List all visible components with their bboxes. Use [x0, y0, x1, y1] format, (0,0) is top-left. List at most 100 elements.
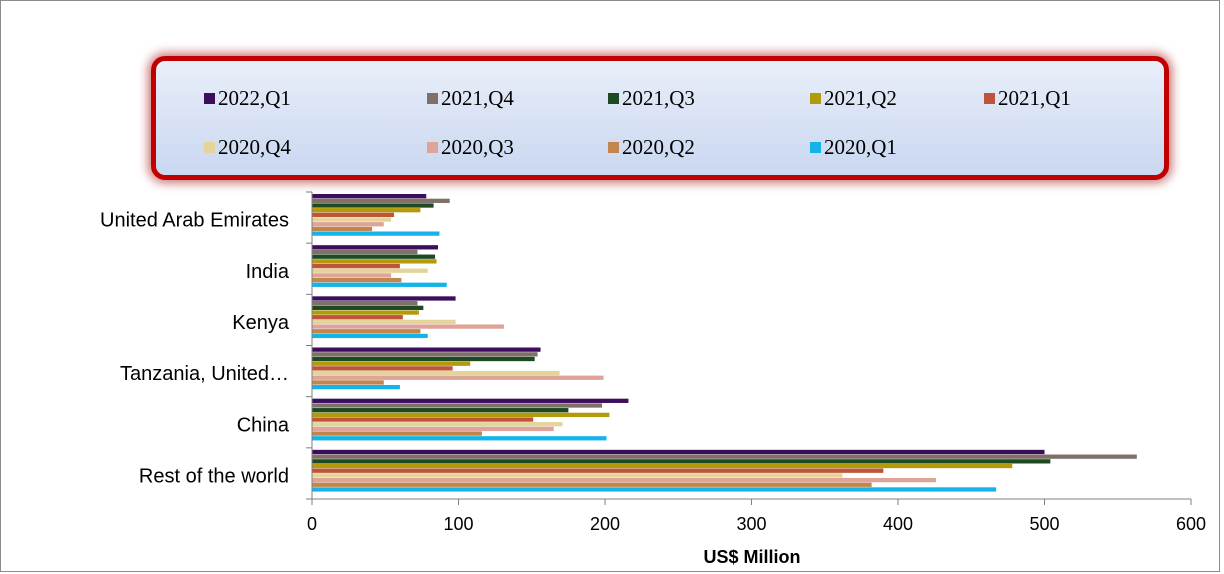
x-tick-label: 0 [307, 514, 317, 534]
bar-2021-q4 [312, 352, 538, 357]
bar-2020-q3 [312, 324, 504, 329]
legend-swatch [204, 141, 215, 153]
bar-2020-q2 [312, 277, 402, 283]
legend: 2022,Q1 2021,Q4 2021,Q3 2021,Q2 2021,Q1 2020,… [151, 56, 1169, 180]
bar-2021-q3 [312, 408, 569, 413]
bar-2020-q4 [312, 319, 456, 325]
bar-2021-q4 [312, 301, 418, 306]
bar-2021-q3 [312, 356, 535, 362]
x-tick-label: 300 [736, 514, 766, 534]
bar-2020-q2 [312, 431, 482, 436]
bar-2020-q3 [312, 273, 392, 278]
category-label: China [237, 414, 290, 436]
bar-2020-q1 [312, 436, 607, 441]
bar-2021-q2 [312, 259, 437, 264]
bar-2021-q4 [312, 249, 418, 255]
bar-2021-q1 [312, 315, 403, 320]
legend-label: 2022,Q1 [218, 85, 291, 110]
x-tick-label: 600 [1176, 514, 1206, 534]
labels-layer: 0 100 200 300 400 500 600 United Arab Emirates I… [100, 210, 1206, 567]
bar-2020-q1 [312, 282, 447, 287]
legend-label: 2021,Q3 [622, 85, 695, 110]
category-label: Rest of the world [139, 465, 289, 487]
bar-2021-q2 [312, 310, 419, 315]
legend-label: 2020,Q4 [218, 134, 291, 159]
category-label: Tanzania, United… [120, 363, 289, 385]
legend-swatch [427, 141, 438, 153]
bar-2021-q1 [312, 263, 400, 269]
bar-2021-q4 [312, 403, 603, 408]
legend-label: 2021,Q2 [824, 85, 897, 110]
bar-2021-q1 [312, 468, 884, 473]
bar-2021-q1 [312, 417, 534, 422]
bar-2020-q4 [312, 217, 392, 222]
bar-2021-q3 [312, 459, 1051, 464]
legend-item: 2022,Q1 [204, 83, 291, 113]
x-tick-label: 400 [883, 514, 913, 534]
legend-label: 2020,Q1 [824, 134, 897, 159]
bar-2021-q3 [312, 305, 424, 310]
x-tick-label: 200 [590, 514, 620, 534]
bar-2021-q3 [312, 254, 436, 259]
legend-item: 2021,Q1 [984, 83, 1071, 113]
bar-2022-q1 [312, 194, 427, 199]
bar-2020-q4 [312, 473, 843, 478]
axes-layer [306, 191, 1192, 505]
legend-label: 2021,Q4 [441, 85, 514, 110]
bar-2021-q2 [312, 361, 471, 366]
x-tick-label: 500 [1029, 514, 1059, 534]
legend-item: 2020,Q2 [608, 132, 695, 162]
bar-2020-q2 [312, 482, 872, 487]
legend-item: 2021,Q3 [608, 83, 695, 113]
bar-2020-q3 [312, 222, 384, 227]
bar-2021-q2 [312, 463, 1013, 469]
legend-item: 2020,Q1 [810, 132, 897, 162]
legend-swatch [608, 141, 619, 153]
legend-item: 2021,Q2 [810, 83, 897, 113]
legend-swatch [810, 92, 821, 104]
bar-2021-q4 [312, 198, 450, 203]
category-label: United Arab Emirates [100, 210, 289, 232]
category-label: India [246, 261, 290, 283]
bar-2020-q1 [312, 231, 440, 236]
bar-2020-q2 [312, 380, 384, 385]
bars-layer [312, 194, 1137, 492]
bar-2021-q2 [312, 412, 610, 418]
bar-2021-q4 [312, 454, 1137, 459]
legend-swatch [984, 92, 995, 104]
x-axis-title: US$ Million [703, 547, 800, 567]
bar-2020-q3 [312, 426, 554, 432]
bar-2022-q1 [312, 245, 438, 250]
legend-label: 2020,Q3 [441, 134, 514, 159]
legend-swatch [810, 141, 821, 153]
bar-2022-q1 [312, 449, 1045, 455]
legend-item: 2021,Q4 [427, 83, 514, 113]
bar-2021-q1 [312, 366, 453, 371]
bar-2022-q1 [312, 398, 629, 403]
bar-2022-q1 [312, 296, 456, 301]
bar-2020-q1 [312, 487, 997, 492]
bar-2020-q2 [312, 329, 421, 334]
bar-2020-q3 [312, 375, 604, 380]
legend-label: 2020,Q2 [622, 134, 695, 159]
bar-2020-q2 [312, 226, 373, 232]
bar-2020-q1 [312, 333, 428, 339]
bar-2021-q1 [312, 212, 395, 218]
category-label: Kenya [232, 312, 290, 334]
bar-2020-q4 [312, 268, 428, 273]
bar-2020-q4 [312, 370, 560, 376]
bar-2020-q1 [312, 384, 400, 390]
legend-swatch [608, 92, 619, 104]
bar-2020-q4 [312, 422, 563, 427]
legend-item: 2020,Q4 [204, 132, 291, 162]
legend-swatch [427, 92, 438, 104]
bar-2022-q1 [312, 347, 541, 352]
legend-swatch [204, 92, 215, 104]
bar-2020-q3 [312, 477, 937, 483]
legend-label: 2021,Q1 [998, 85, 1071, 110]
x-tick-label: 100 [443, 514, 473, 534]
bar-2021-q3 [312, 203, 434, 208]
